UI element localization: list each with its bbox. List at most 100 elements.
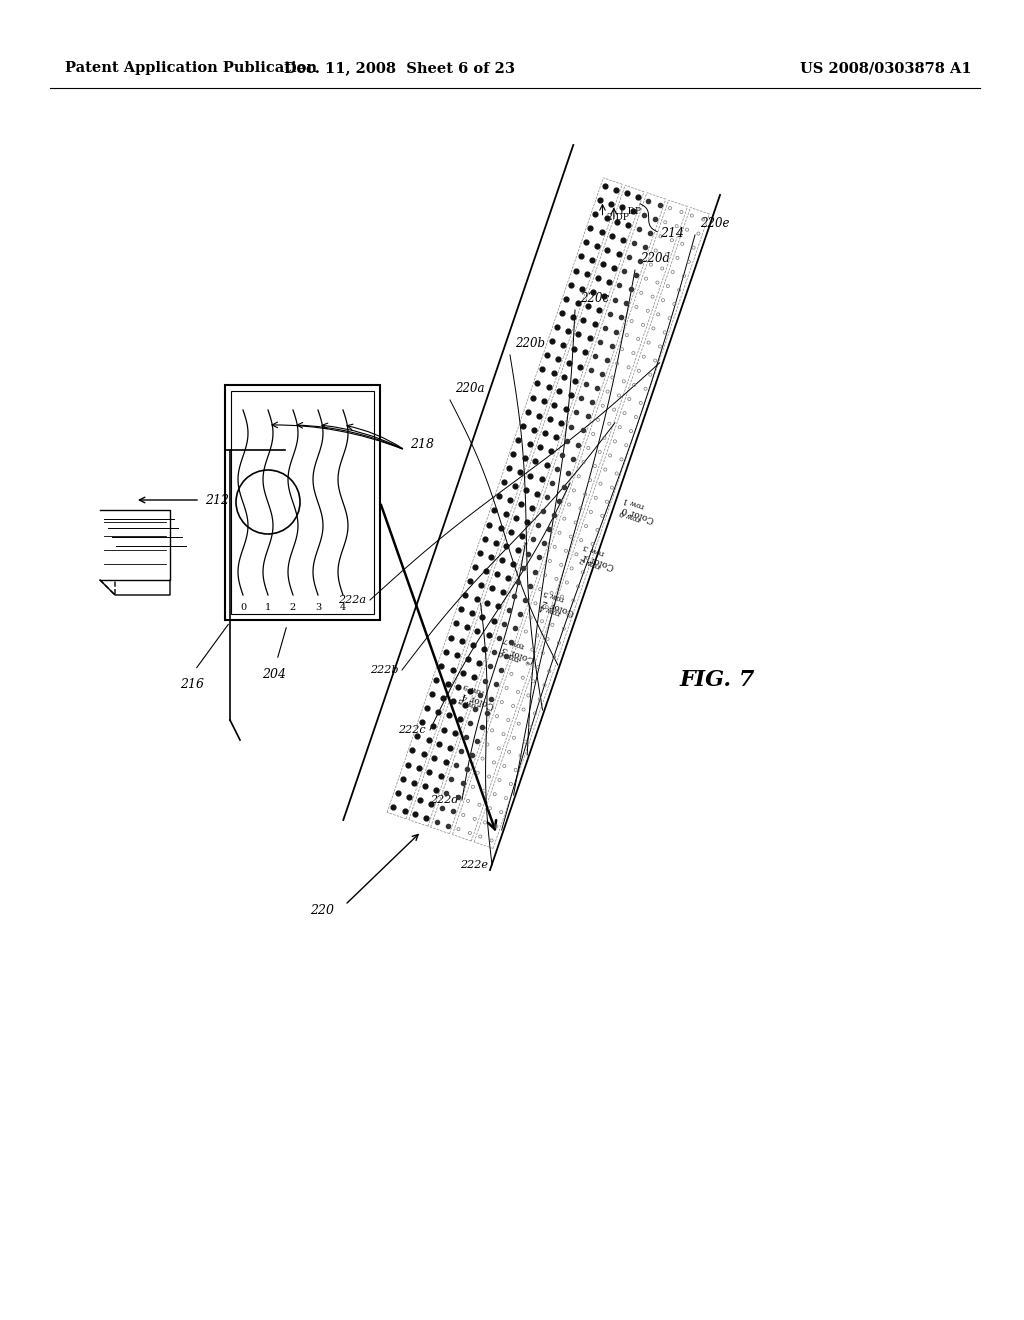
Point xyxy=(529,515,546,536)
Point xyxy=(510,572,526,593)
Point xyxy=(430,701,446,722)
Text: 4: 4 xyxy=(340,603,346,612)
Point xyxy=(580,405,596,426)
Point xyxy=(479,734,496,755)
Text: row 4: row 4 xyxy=(538,602,561,616)
Point xyxy=(583,502,599,523)
Point xyxy=(541,519,557,540)
Point xyxy=(587,203,603,224)
Point xyxy=(447,755,464,776)
Point xyxy=(567,512,584,533)
Point xyxy=(508,649,524,671)
Point xyxy=(499,677,515,698)
Point xyxy=(452,709,468,730)
Point xyxy=(454,631,470,652)
Point xyxy=(615,371,632,392)
Text: 220: 220 xyxy=(310,903,334,916)
Point xyxy=(540,628,556,649)
Point xyxy=(630,186,646,207)
Text: 2 DP: 2 DP xyxy=(607,213,630,222)
Point xyxy=(539,455,555,477)
Point xyxy=(608,211,625,232)
Point xyxy=(478,702,495,723)
Point xyxy=(574,420,591,441)
Text: row 1: row 1 xyxy=(623,495,646,510)
Point xyxy=(647,240,664,261)
Point xyxy=(437,751,454,772)
Point xyxy=(613,449,630,470)
Point xyxy=(476,528,493,549)
Point xyxy=(613,197,630,218)
Point xyxy=(399,754,416,775)
Point xyxy=(623,279,639,300)
Point xyxy=(556,508,572,529)
Point xyxy=(565,480,582,502)
Point xyxy=(476,671,493,692)
Point xyxy=(516,447,532,469)
Point xyxy=(599,239,615,260)
Point xyxy=(520,685,537,706)
Point xyxy=(537,422,553,444)
Point xyxy=(483,546,500,568)
Point xyxy=(554,586,570,607)
Point xyxy=(544,473,560,494)
Point xyxy=(594,506,610,527)
Point xyxy=(453,599,469,620)
Point xyxy=(442,737,459,758)
Point xyxy=(642,364,658,385)
Point xyxy=(510,681,526,702)
Point xyxy=(553,302,569,323)
Point xyxy=(490,738,507,759)
Text: 0: 0 xyxy=(240,603,246,612)
Point xyxy=(544,582,560,603)
Point xyxy=(609,352,626,374)
Point xyxy=(433,797,450,818)
Point xyxy=(515,557,531,578)
Point xyxy=(531,437,548,458)
Point xyxy=(542,550,558,572)
Point xyxy=(500,710,516,731)
Point xyxy=(654,257,671,279)
Point xyxy=(464,744,480,766)
Point xyxy=(562,527,579,548)
Text: 220e: 220e xyxy=(700,216,729,230)
Point xyxy=(567,370,584,391)
Point xyxy=(631,360,647,381)
Point xyxy=(539,597,555,618)
Point xyxy=(556,366,572,387)
Point xyxy=(524,498,541,519)
Point xyxy=(524,639,541,660)
Point xyxy=(573,529,590,550)
Point xyxy=(488,564,505,585)
Point xyxy=(541,376,557,397)
Point xyxy=(469,620,485,642)
Point xyxy=(640,333,656,354)
Point xyxy=(498,788,514,809)
Point xyxy=(624,310,640,331)
Point xyxy=(418,808,434,829)
Point xyxy=(610,243,627,264)
Point xyxy=(498,504,514,525)
Point xyxy=(572,388,589,409)
Point xyxy=(637,379,653,400)
Point xyxy=(525,671,542,692)
Point xyxy=(521,576,538,597)
Point xyxy=(423,793,439,814)
Point xyxy=(460,791,476,812)
Point xyxy=(604,477,621,498)
Point xyxy=(493,517,509,539)
Point xyxy=(657,211,674,232)
Point xyxy=(401,787,418,808)
Point xyxy=(587,314,603,335)
Point xyxy=(643,253,659,275)
Point xyxy=(536,391,552,412)
Point xyxy=(528,483,545,504)
Point xyxy=(570,323,587,345)
Point xyxy=(519,653,536,675)
Point xyxy=(503,521,519,543)
Point xyxy=(503,664,519,685)
Point xyxy=(662,308,678,329)
Text: row 2: row 2 xyxy=(579,556,601,570)
Point xyxy=(546,647,562,668)
Point xyxy=(529,624,546,645)
